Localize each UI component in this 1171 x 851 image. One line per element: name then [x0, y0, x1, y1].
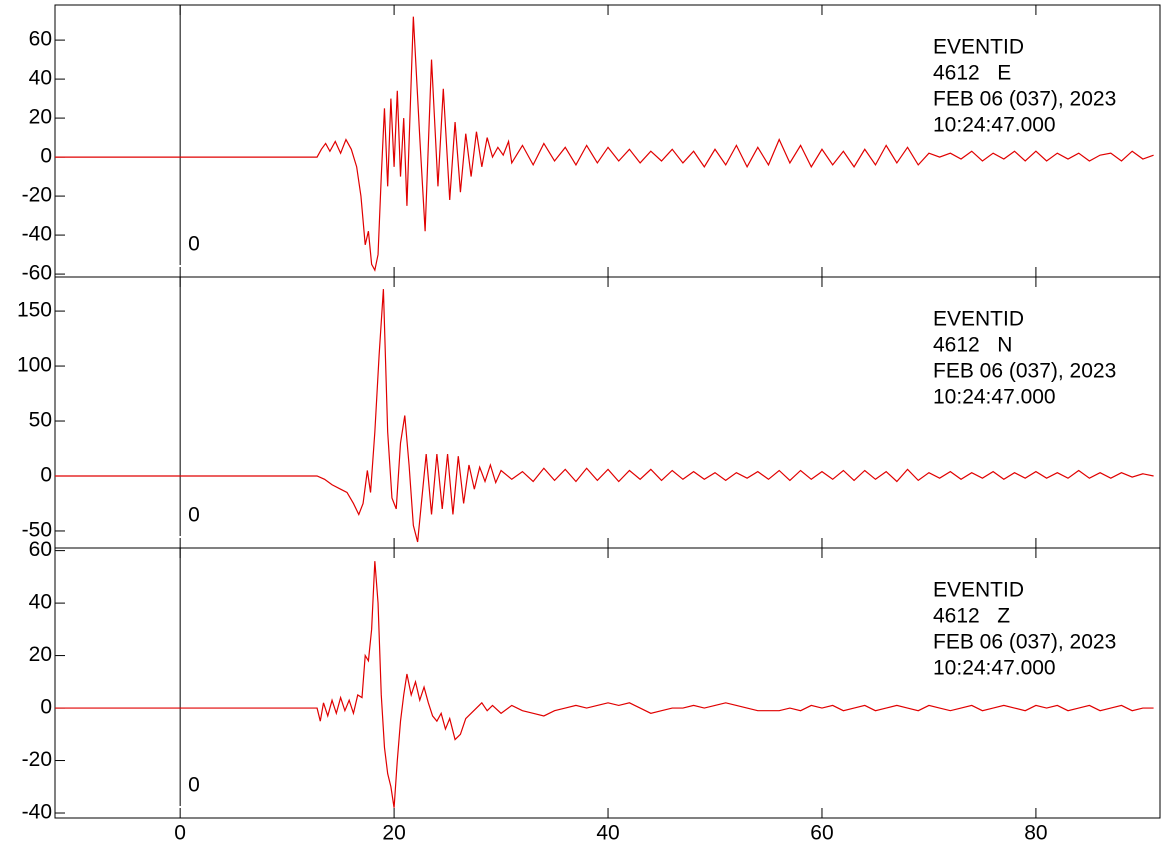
y-tick-label: 40 — [29, 591, 52, 614]
y-tick-label: 40 — [29, 67, 52, 90]
x-tick-label: 0 — [174, 822, 186, 845]
annotation: 10:24:47.000 — [933, 114, 1056, 137]
y-tick-label: 20 — [29, 106, 52, 129]
annotation: EVENTID — [933, 579, 1024, 602]
waveform — [55, 16, 1154, 272]
panel-frame — [54, 547, 1161, 819]
y-tick-label: 0 — [40, 145, 52, 168]
y-tick-label: -40 — [22, 223, 52, 246]
annotation: EVENTID — [933, 308, 1024, 331]
x-tick-label: 40 — [596, 822, 619, 845]
marker-label: 0 — [188, 774, 200, 797]
y-tick-label: -20 — [22, 748, 52, 771]
y-tick-label: 60 — [29, 538, 52, 561]
y-tick-label: 50 — [29, 409, 52, 432]
annotation: FEB 06 (037), 2023 — [933, 631, 1116, 654]
y-tick-label: -20 — [22, 184, 52, 207]
waveform — [55, 561, 1154, 808]
annotation: EVENTID — [933, 36, 1024, 59]
x-tick-label: 60 — [810, 822, 833, 845]
annotation: 10:24:47.000 — [933, 386, 1056, 409]
waveform — [55, 289, 1154, 543]
y-tick-label: 100 — [17, 354, 52, 377]
y-tick-label: -60 — [22, 262, 52, 285]
annotation: FEB 06 (037), 2023 — [933, 88, 1116, 111]
y-tick-label: 0 — [40, 464, 52, 487]
annotation: 4612 E — [933, 62, 1011, 85]
annotation: 4612 N — [933, 334, 1012, 357]
x-tick-label: 80 — [1024, 822, 1047, 845]
y-tick-label: -40 — [22, 801, 52, 824]
x-tick-label: 20 — [382, 822, 405, 845]
y-tick-label: 150 — [17, 299, 52, 322]
y-tick-label: 0 — [40, 696, 52, 719]
annotation: 10:24:47.000 — [933, 657, 1056, 680]
y-tick-label: -50 — [22, 519, 52, 542]
y-tick-label: 20 — [29, 643, 52, 666]
y-tick-label: 60 — [29, 28, 52, 51]
marker-label: 0 — [188, 504, 200, 527]
annotation: 4612 Z — [933, 605, 1010, 628]
annotation: FEB 06 (037), 2023 — [933, 360, 1116, 383]
marker-label: 0 — [188, 233, 200, 256]
